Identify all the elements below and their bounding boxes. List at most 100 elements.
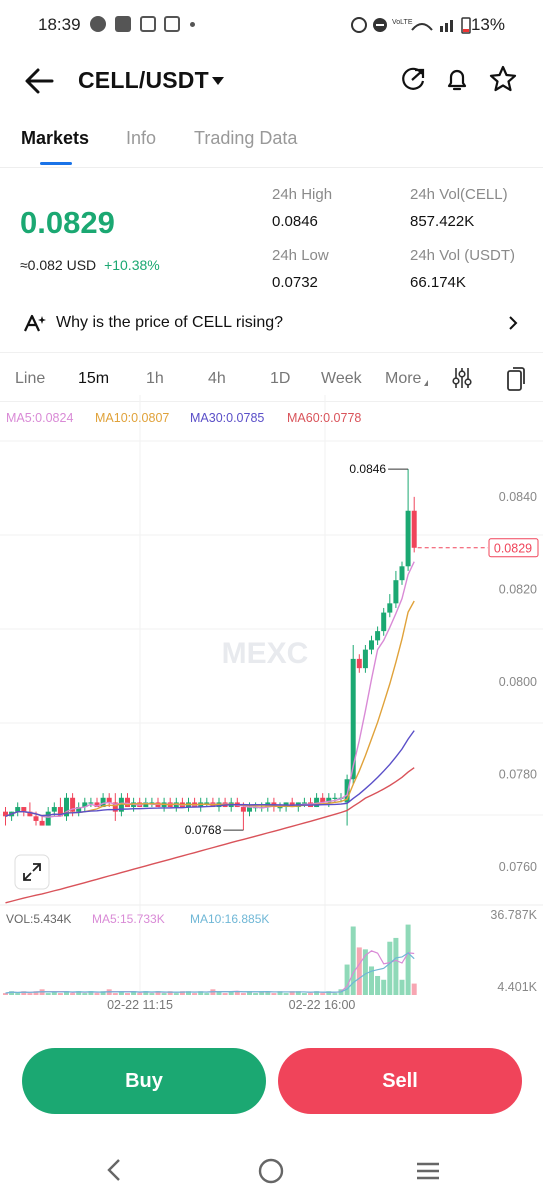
candle-body <box>27 811 33 817</box>
volume-bar <box>3 993 8 995</box>
more-notifications-icon <box>190 22 195 27</box>
candle-body <box>399 566 405 581</box>
volume-bar <box>222 993 228 995</box>
volume-bar <box>149 993 155 995</box>
ma-legend-item: MA10:0.0807 <box>95 411 169 425</box>
expand-icon <box>23 863 41 881</box>
landscape-toggle-icon[interactable] <box>505 366 527 392</box>
sell-button[interactable]: Sell <box>278 1048 522 1114</box>
candle-body <box>240 807 246 812</box>
candle-body <box>94 802 100 808</box>
volume-bar <box>51 991 57 995</box>
back-arrow-icon[interactable] <box>22 64 56 98</box>
tab-trading-data[interactable]: Trading Data <box>194 128 298 148</box>
trading-pair-title[interactable]: CELL/USDT <box>78 67 209 93</box>
volume-bar <box>100 991 106 995</box>
ma-line <box>5 767 415 904</box>
active-tab-indicator <box>40 162 72 165</box>
candle-body <box>381 612 387 632</box>
candle-body <box>362 649 368 669</box>
volume-bar <box>277 991 283 995</box>
candle-body <box>393 580 399 604</box>
volume-bar <box>161 993 167 995</box>
interval-1h[interactable]: 1h <box>146 370 164 387</box>
candle-body <box>76 807 82 812</box>
candle-body <box>411 510 417 548</box>
volume-bar <box>186 991 191 995</box>
price-change-percent: +10.38% <box>104 257 160 273</box>
candle-body <box>332 797 338 799</box>
candle-body <box>369 640 374 650</box>
buy-button[interactable]: Buy <box>22 1048 266 1114</box>
why-price-rising-row[interactable]: Why is the price of CELL rising? <box>0 300 543 344</box>
volume-bar <box>155 991 161 995</box>
fullscreen-button[interactable] <box>14 854 50 890</box>
volume-bar <box>405 924 411 995</box>
price-tick-label: 0.0780 <box>499 768 537 782</box>
volume-bar <box>45 993 51 995</box>
candle-body <box>15 807 21 812</box>
nav-home-icon[interactable] <box>257 1157 285 1185</box>
mail-icon <box>115 16 131 32</box>
volume-bar <box>259 991 265 995</box>
interval-15m[interactable]: 15m <box>78 370 110 387</box>
current-price-tag-box <box>488 538 539 558</box>
tab-markets[interactable]: Markets <box>21 128 90 148</box>
volume-bar <box>411 983 417 995</box>
svg-text:VoLTE: VoLTE <box>392 19 413 26</box>
candle-body <box>100 797 106 808</box>
interval-bar: Line 15m 1h 4h 1D Week More <box>0 352 543 402</box>
bell-icon[interactable] <box>442 64 472 94</box>
candle-body <box>277 807 283 809</box>
volume-bar <box>15 993 21 995</box>
volume-bar <box>198 991 204 995</box>
candle-body <box>45 811 51 826</box>
interval-line[interactable]: Line <box>15 370 46 387</box>
volume-bar <box>393 937 399 995</box>
share-refresh-icon[interactable] <box>398 64 428 94</box>
chevron-right-icon <box>509 316 518 330</box>
volume-bar <box>118 991 124 995</box>
volume-bar <box>253 993 259 995</box>
pair-dropdown-caret-icon[interactable] <box>212 77 224 85</box>
kline-chart[interactable]: MEXC MA5:0.0824 MA10:0.0807 MA30:0.0785 MA6… <box>0 395 543 1035</box>
volume-bar <box>94 993 100 995</box>
vol-base-value: 857.422K <box>410 213 475 230</box>
candle-body <box>21 807 27 812</box>
messenger-icon <box>90 16 106 32</box>
volume-bar <box>9 991 15 995</box>
volume-bar <box>362 949 368 995</box>
price-axis-labels: 0.0840 0.0820 0.0800 0.0780 0.0760 <box>499 490 537 874</box>
volume-bar <box>247 991 252 995</box>
indicator-settings-icon[interactable] <box>451 366 473 390</box>
price-tick-label: 0.0760 <box>499 860 537 874</box>
volume-bar <box>375 975 381 995</box>
candle-body <box>143 802 149 808</box>
volume-bar <box>57 993 63 995</box>
volume-bar <box>369 966 374 995</box>
candle-body <box>204 802 210 804</box>
volume-bar <box>131 991 137 995</box>
ma-legend-item: MA60:0.0778 <box>287 411 361 425</box>
candle-body <box>51 807 57 812</box>
candle-body <box>57 807 63 817</box>
volume-bar <box>33 991 39 995</box>
nav-back-icon[interactable] <box>104 1157 124 1183</box>
volume-tick-label: 36.787K <box>490 908 537 922</box>
ma-legend: MA5:0.0824 MA10:0.0807 MA30:0.0785 MA60:0.0… <box>6 411 361 425</box>
high-label: 24h High <box>272 186 333 203</box>
interval-4h[interactable]: 4h <box>208 370 226 387</box>
volume-bar <box>332 993 338 995</box>
candle-body <box>33 816 39 821</box>
price-usd-and-change: ≈0.082 USD +10.38% <box>20 257 160 273</box>
volume-bar <box>216 991 222 995</box>
interval-week[interactable]: Week <box>321 370 362 387</box>
vol-quote-label: 24h Vol (USDT) <box>410 247 516 264</box>
interval-more[interactable]: More <box>385 370 422 387</box>
interval-1d[interactable]: 1D <box>270 370 291 387</box>
nav-recents-icon[interactable] <box>415 1161 441 1181</box>
candle-body <box>320 797 326 803</box>
exchange-watermark: MEXC <box>222 637 309 670</box>
favorite-star-icon[interactable] <box>488 64 518 94</box>
tab-info[interactable]: Info <box>126 128 157 148</box>
